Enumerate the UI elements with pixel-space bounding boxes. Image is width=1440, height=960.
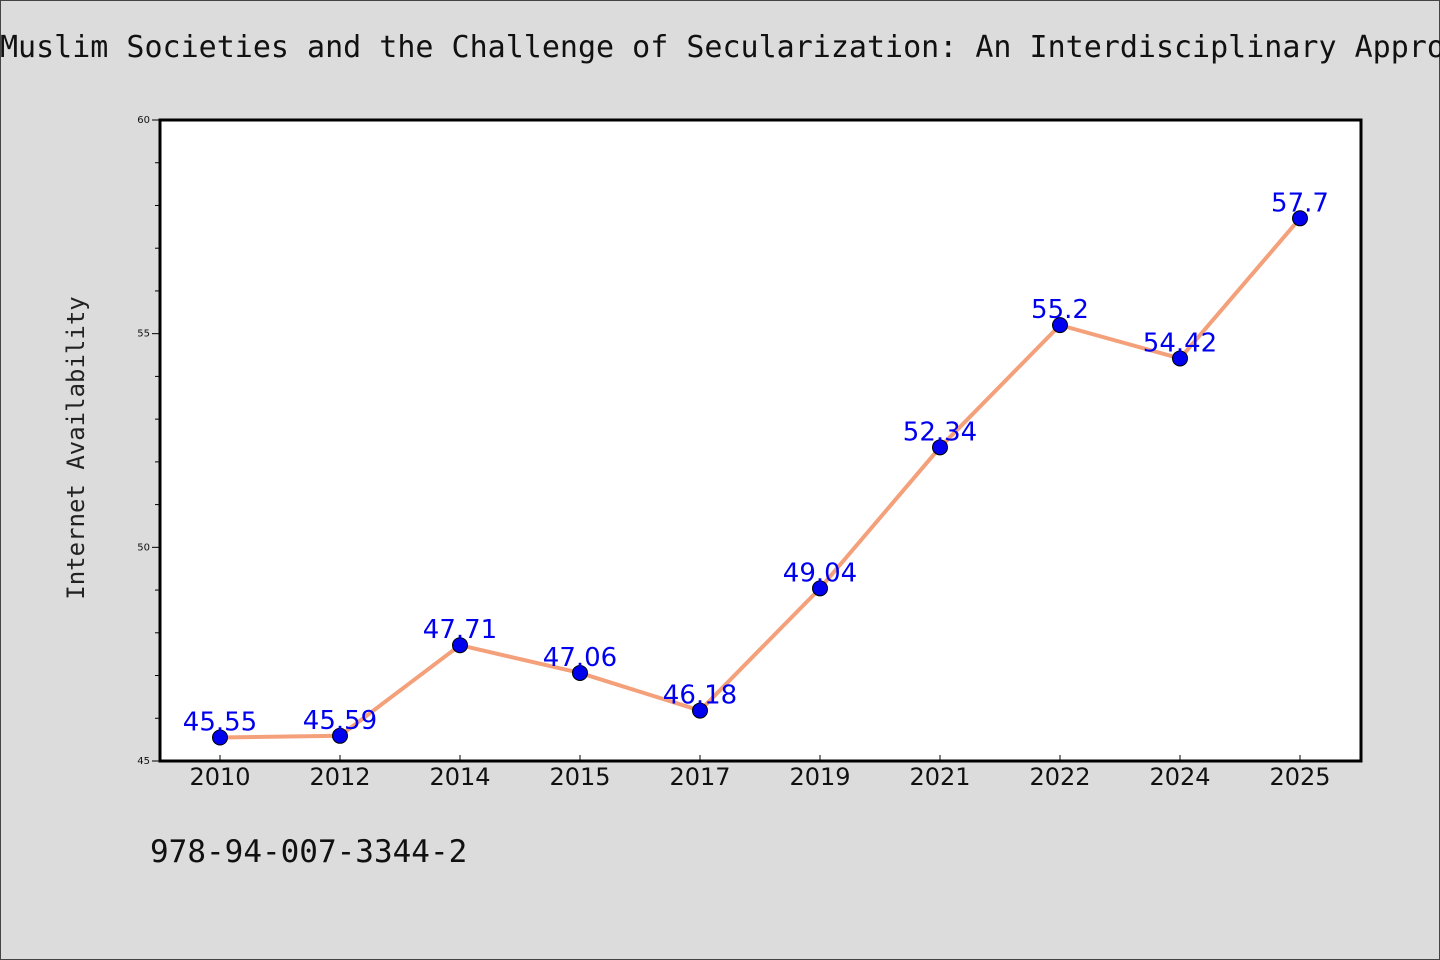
data-point xyxy=(572,664,588,681)
x-axis-ticks: 2010 2012 2014 2015 2017 2019 2021 2022 2024 2025 xyxy=(189,755,1331,791)
series-line xyxy=(219,216,1302,740)
data-point xyxy=(1172,350,1188,367)
data-point xyxy=(1052,317,1068,334)
x-tick-label: 2021 xyxy=(909,763,970,791)
data-label: 45.59 xyxy=(303,706,377,736)
data-labels: 45.55 45.59 47.71 47.06 46.18 49.04 52.34 55.2 5… xyxy=(183,188,1329,737)
x-tick-label: 2015 xyxy=(549,763,610,791)
y-tick-label: 45 xyxy=(137,756,150,767)
data-point xyxy=(932,439,948,456)
data-label: 55.2 xyxy=(1031,295,1089,325)
data-point xyxy=(692,702,708,719)
isbn-text: 978-94-007-3344-2 xyxy=(150,834,468,870)
x-tick-label: 2019 xyxy=(789,763,850,791)
data-point xyxy=(452,637,468,654)
data-label: 45.55 xyxy=(183,707,257,737)
data-point xyxy=(1292,210,1308,227)
data-label: 57.7 xyxy=(1271,188,1329,218)
y-tick-label: 55 xyxy=(137,329,150,340)
data-label: 49.04 xyxy=(783,558,857,588)
x-tick-label: 2012 xyxy=(309,763,370,791)
y-axis-ticks: 45 50 55 60 xyxy=(137,115,160,767)
chart-title: Muslim Societies and the Challenge of Se… xyxy=(0,30,1440,65)
data-label: 47.71 xyxy=(423,615,497,645)
y-tick-label: 60 xyxy=(137,115,150,126)
x-tick-label: 2014 xyxy=(429,763,490,791)
y-tick-label: 50 xyxy=(137,542,150,553)
data-point xyxy=(332,727,348,744)
x-tick-label: 2025 xyxy=(1269,763,1330,791)
data-label: 54.42 xyxy=(1143,328,1217,358)
data-label: 52.34 xyxy=(903,417,977,447)
plot-area xyxy=(158,118,1363,763)
data-point xyxy=(212,729,228,746)
data-label: 47.06 xyxy=(543,643,617,673)
data-point xyxy=(812,580,828,597)
data-label: 46.18 xyxy=(663,681,737,711)
x-tick-label: 2017 xyxy=(669,763,730,791)
x-tick-label: 2010 xyxy=(189,763,250,791)
data-markers xyxy=(212,210,1308,746)
x-tick-label: 2024 xyxy=(1149,763,1210,791)
x-tick-label: 2022 xyxy=(1029,763,1090,791)
